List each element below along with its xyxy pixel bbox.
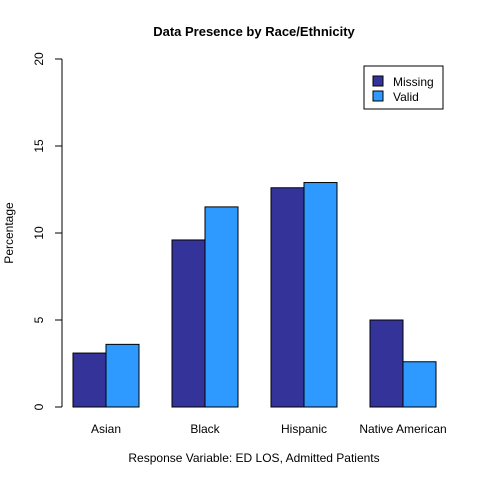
x-tick-label: Native American xyxy=(359,422,446,436)
x-axis-labels: Asian Black Hispanic Native American xyxy=(91,422,447,436)
y-tick-label: 0 xyxy=(32,403,46,410)
y-axis: 0 5 10 15 20 xyxy=(32,52,62,410)
bar xyxy=(270,187,305,408)
x-tick-label: Hispanic xyxy=(281,422,327,436)
x-tick-label: Asian xyxy=(91,422,121,436)
y-tick-label: 5 xyxy=(32,316,46,323)
y-axis-label: Percentage xyxy=(2,202,16,264)
x-axis-label: Response Variable: ED LOS, Admitted Pati… xyxy=(128,451,379,465)
legend-swatch xyxy=(372,75,384,87)
bar xyxy=(369,319,404,408)
legend-label: Valid xyxy=(393,90,419,104)
legend-label: Missing xyxy=(393,75,434,89)
legend-box xyxy=(363,65,444,110)
y-tick-label: 20 xyxy=(32,52,46,66)
bar xyxy=(72,352,107,408)
bar xyxy=(105,343,140,408)
bars-group xyxy=(72,182,437,408)
bar xyxy=(402,361,437,408)
bar xyxy=(204,206,239,408)
y-tick-label: 15 xyxy=(32,139,46,153)
y-tick-label: 10 xyxy=(32,226,46,240)
x-tick-label: Black xyxy=(190,422,220,436)
legend-swatch xyxy=(372,90,384,102)
bar xyxy=(171,239,206,408)
bar xyxy=(303,182,338,408)
chart-title: Data Presence by Race/Ethnicity xyxy=(153,24,355,39)
